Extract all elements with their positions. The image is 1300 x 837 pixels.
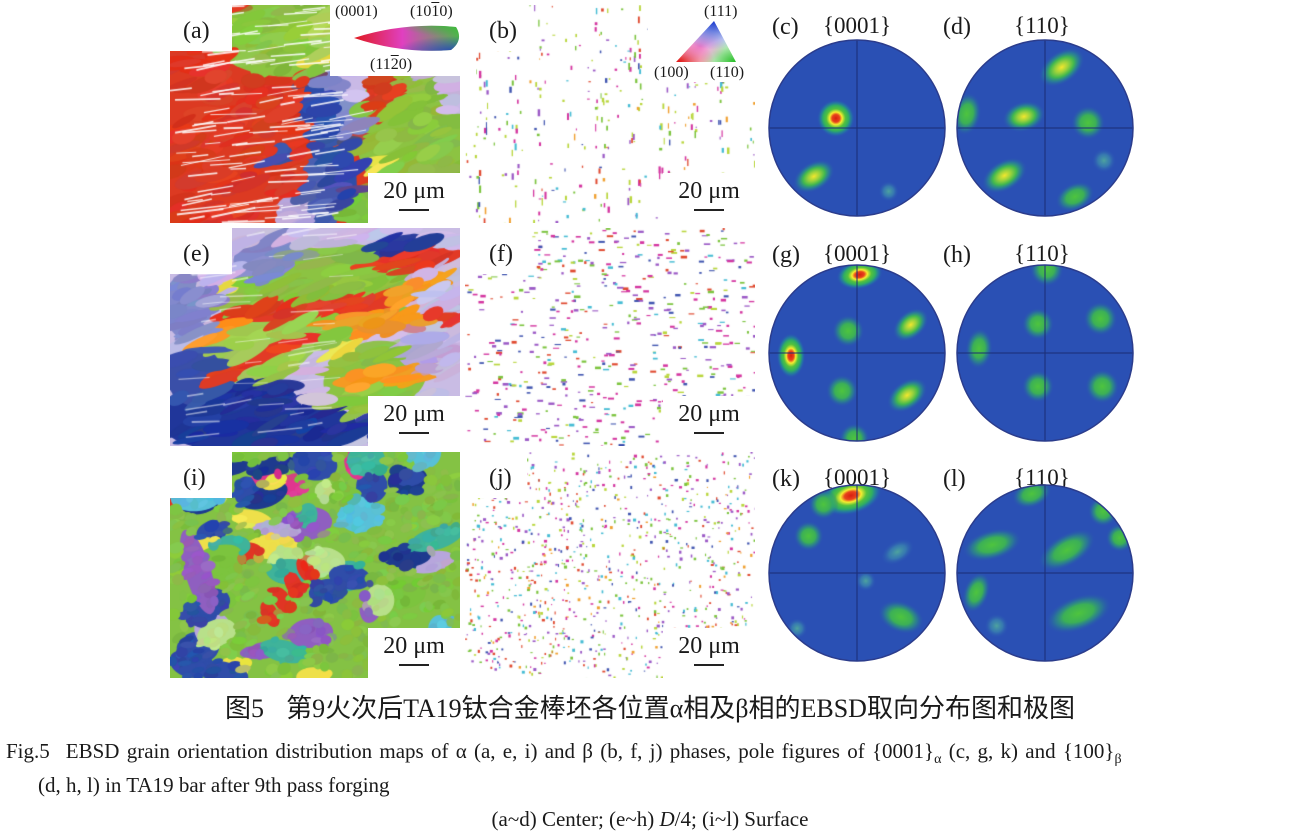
ipf-legend-alpha: (0001) (1010) (1120) (330, 2, 476, 76)
pole-figure-c-0001 (762, 33, 952, 223)
caption-line3-text1: (a~d) Center; (e~h) (491, 807, 660, 831)
caption-english-line1-text2: (c, g, k) and {100} (941, 739, 1115, 763)
scale-bar-line-e (399, 432, 429, 434)
caption-english-line1-text: EBSD grain orientation distribution maps… (65, 739, 935, 763)
panel-label-chip-j: (j) (465, 452, 527, 498)
panel-label-a: (a) (183, 18, 210, 44)
scale-bar-line-j (694, 664, 724, 666)
caption-english-line3: (a~d) Center; (e~h) D/4; (i~l) Surface (0, 807, 1300, 832)
panel-label-e: (e) (183, 241, 210, 267)
legend-alpha-label-1010: (1010) (410, 3, 453, 20)
pole-title-d: {110} (1014, 13, 1070, 38)
legend-beta-label-111: (111) (704, 3, 738, 20)
scale-bar-line-i (399, 664, 429, 666)
panel-label-l: (l) (943, 466, 966, 492)
scale-bar-i: 20 μm (368, 628, 460, 678)
scale-bar-label-i: 20 μm (383, 633, 445, 659)
panel-f-ebsd-beta-map: (f) 20 μm (465, 228, 755, 446)
caption-english-line1: Fig.5 EBSD grain orientation distribution… (6, 739, 1296, 768)
legend-beta-label-110: (110) (710, 64, 745, 81)
scale-bar-label-e: 20 μm (383, 401, 445, 427)
pole-title-h: {110} (1014, 241, 1070, 266)
caption-chinese: 图5 第9火次后TA19钛合金棒坯各位置α相及β相的EBSD取向分布图和极图 (0, 688, 1300, 725)
caption-chinese-text: 第9火次后TA19钛合金棒坯各位置α相及β相的EBSD取向分布图和极图 (286, 694, 1075, 723)
caption-chinese-figure-number: 图5 (225, 694, 265, 723)
panel-label-d: (d) (943, 14, 971, 40)
panel-j-ebsd-beta-map: (j) 20 μm (465, 452, 755, 678)
pole-title-c: {0001} (822, 13, 892, 38)
legend-alpha-label-0001: (0001) (335, 3, 378, 20)
panel-label-c: (c) (772, 14, 799, 40)
caption-line3-d-italic: D (659, 807, 675, 831)
panel-label-h: (h) (943, 242, 971, 268)
pole-title-g: {0001} (822, 241, 892, 266)
caption-line3-text2: /4; (i~l) Surface (674, 807, 809, 831)
scale-bar-line-b (694, 209, 724, 211)
pole-figure-d-110 (950, 33, 1140, 223)
caption-subscript-beta: β (1114, 752, 1122, 768)
scale-bar-label-a: 20 μm (383, 178, 445, 204)
scale-bar-b: 20 μm (663, 173, 755, 223)
scale-bar-label-j: 20 μm (678, 633, 740, 659)
ipf-legend-beta: (111) (648, 2, 760, 82)
caption-english-line2: (d, h, l) in TA19 bar after 9th pass for… (38, 773, 390, 797)
pole-figure-k-0001 (762, 478, 952, 668)
caption-english-figure-number: Fig.5 (6, 739, 50, 763)
scale-bar-a: 20 μm (368, 173, 460, 223)
scale-bar-j: 20 μm (663, 628, 755, 678)
legend-beta-color-triangle (676, 21, 736, 62)
scale-bar-label-f: 20 μm (678, 401, 740, 427)
legend-alpha-color-wedge (354, 25, 460, 51)
scale-bar-f: 20 μm (663, 396, 755, 446)
panel-label-b: (b) (489, 18, 517, 44)
scale-bar-line-f (694, 432, 724, 434)
scale-bar-label-b: 20 μm (678, 178, 740, 204)
caption-subscript-alpha: α (934, 752, 942, 768)
panel-label-chip-e: (e) (170, 228, 232, 274)
panel-label-f: (f) (489, 241, 513, 267)
panel-label-i: (i) (183, 465, 206, 491)
pole-figure-l-110 (950, 478, 1140, 668)
panel-label-chip-f: (f) (465, 228, 527, 274)
pole-figure-g-0001 (762, 258, 952, 448)
pole-figure-h-110 (950, 258, 1140, 448)
panel-label-k: (k) (772, 466, 800, 492)
panel-label-chip-a: (a) (170, 5, 232, 51)
panel-label-j: (j) (489, 465, 512, 491)
panel-e-ebsd-alpha-map: (e) 20 μm (170, 228, 460, 446)
panel-label-chip-i: (i) (170, 452, 232, 498)
panel-i-ebsd-alpha-map: (i) 20 μm (170, 452, 460, 678)
legend-alpha-label-1120: (1120) (370, 56, 413, 73)
panel-label-g: (g) (772, 242, 800, 268)
scale-bar-e: 20 μm (368, 396, 460, 446)
legend-beta-label-100: (100) (654, 64, 689, 81)
scale-bar-line-a (399, 209, 429, 211)
